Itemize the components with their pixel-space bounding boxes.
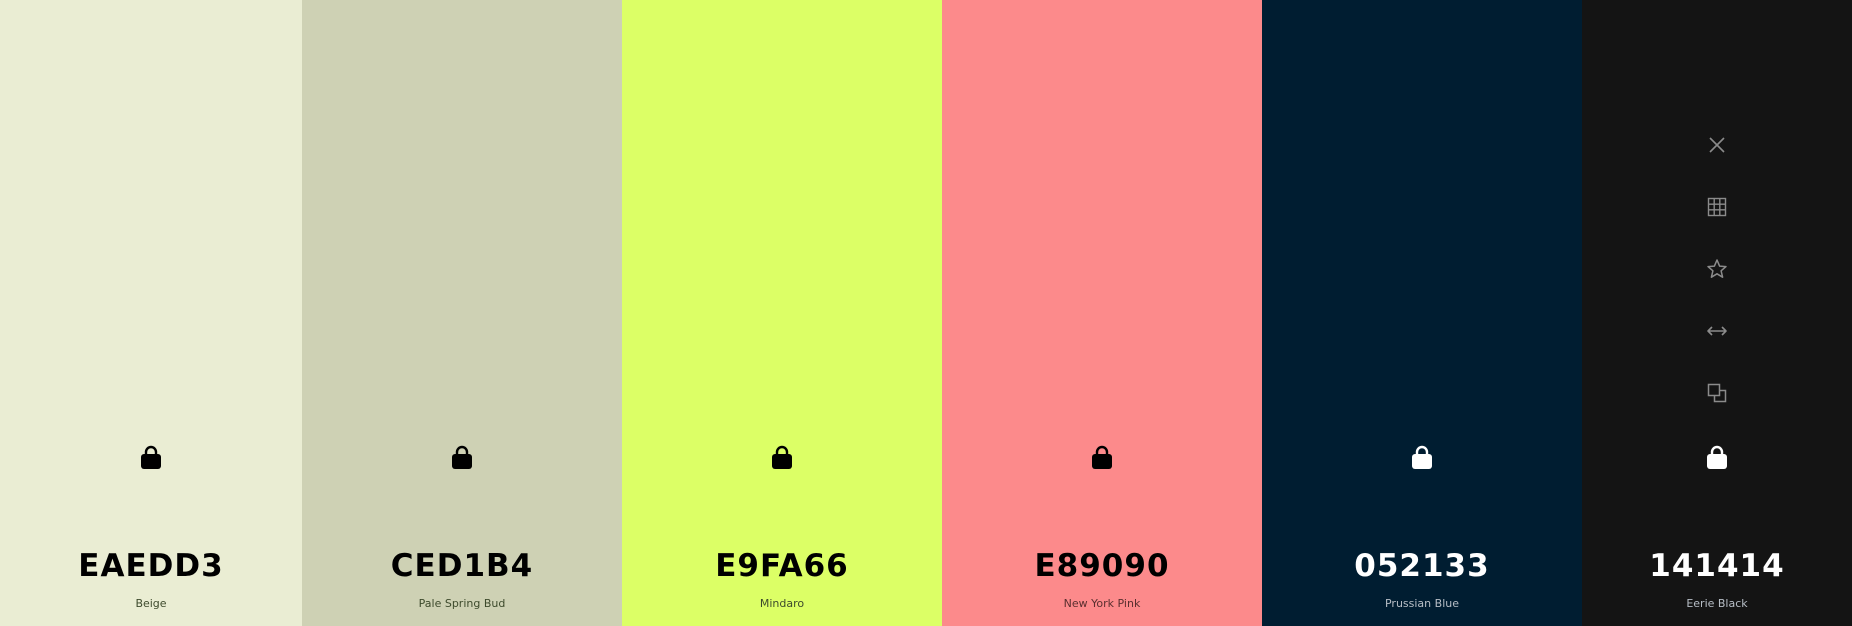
lock-icon[interactable] — [1411, 445, 1433, 469]
hex-code[interactable]: E9FA66 — [715, 548, 849, 584]
swatch-prussian-blue[interactable]: 052133 Prussian Blue — [1262, 0, 1582, 626]
swatch-beige[interactable]: EAEDD3 Beige — [0, 0, 302, 626]
color-name[interactable]: Mindaro — [759, 597, 805, 610]
hex-code[interactable]: 052133 — [1354, 548, 1490, 584]
swatch-pale-spring-bud[interactable]: CED1B4 Pale Spring Bud — [302, 0, 622, 626]
copy-icon[interactable] — [1706, 382, 1728, 404]
hex-code[interactable]: EAEDD3 — [78, 548, 224, 584]
color-name[interactable]: New York Pink — [1063, 597, 1141, 610]
swatch-toolbar — [1706, 134, 1730, 444]
lock-icon[interactable] — [1091, 445, 1113, 469]
hex-code[interactable]: 141414 — [1649, 548, 1785, 584]
lock-icon[interactable] — [451, 445, 473, 469]
lock-icon[interactable] — [140, 445, 162, 469]
color-name[interactable]: Prussian Blue — [1384, 597, 1459, 610]
swatch-new-york-pink[interactable]: E89090 New York Pink — [942, 0, 1262, 626]
swatch-eerie-black[interactable]: 141414 Eerie Black — [1582, 0, 1852, 626]
hex-code[interactable]: CED1B4 — [390, 548, 534, 584]
swatch-mindaro[interactable]: E9FA66 Mindaro — [622, 0, 942, 626]
grid-icon[interactable] — [1706, 196, 1728, 218]
close-icon[interactable] — [1706, 134, 1728, 156]
lock-icon[interactable] — [1706, 445, 1728, 469]
lock-icon[interactable] — [771, 445, 793, 469]
hex-code[interactable]: E89090 — [1034, 548, 1170, 584]
color-name[interactable]: Eerie Black — [1686, 597, 1748, 610]
color-name[interactable]: Pale Spring Bud — [418, 597, 506, 610]
arrows-horizontal-icon[interactable] — [1706, 320, 1728, 342]
color-name[interactable]: Beige — [135, 597, 167, 610]
star-icon[interactable] — [1706, 258, 1728, 280]
